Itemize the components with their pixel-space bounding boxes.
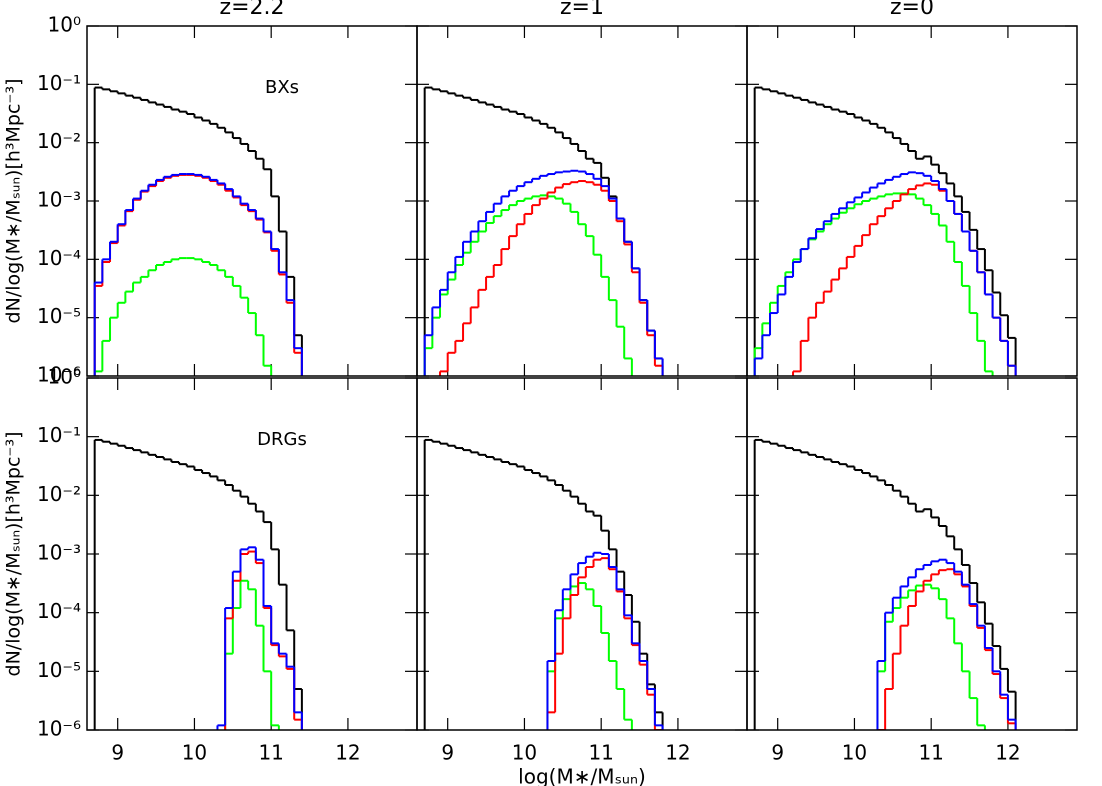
x-tick-label: 11: [918, 741, 943, 765]
y-tick-label: 10⁻¹: [37, 71, 81, 95]
panel-title: z=1: [560, 0, 604, 20]
y-axis-label: dN/log(M∗/Mₛᵤₙ)[h³Mpc⁻³]: [3, 432, 25, 677]
y-tick-label: 10⁻³: [37, 188, 81, 212]
step-riser: [423, 170, 664, 376]
x-tick-label: 10: [182, 741, 207, 765]
panel-frame: [746, 377, 1078, 731]
x-tick-label: 9: [111, 741, 124, 765]
step-riser: [753, 193, 994, 376]
panel-annotation: DRGs: [257, 429, 307, 450]
panel-annotation: BXs: [265, 77, 299, 98]
x-axis-label: log(M∗/Mₛᵤₙ): [518, 765, 646, 786]
y-tick-label: 10⁻⁶: [37, 363, 81, 387]
y-tick-label: 10⁻¹: [37, 423, 81, 447]
y-tick-label: 10⁰: [48, 13, 81, 37]
panel-frame: [86, 377, 418, 731]
step-riser: [546, 558, 656, 730]
step-riser: [792, 183, 1017, 376]
step-riser: [93, 174, 303, 376]
x-tick-label: 9: [441, 741, 454, 765]
panel-frame: [416, 377, 748, 731]
step-riser: [93, 439, 303, 730]
y-tick-label: 10⁻³: [37, 541, 81, 565]
step-riser: [423, 87, 664, 376]
panel-title: z=0: [890, 0, 934, 20]
y-tick-label: 10⁻²: [37, 482, 81, 506]
panel-frame: [86, 25, 418, 377]
step-riser: [439, 181, 664, 376]
step-riser: [884, 569, 1017, 730]
y-axis-label: dN/log(M∗/Mₛᵤₙ)[h³Mpc⁻³]: [3, 79, 25, 324]
y-tick-label: 10⁻⁵: [37, 304, 81, 328]
panel-title: z=2.2: [220, 0, 285, 20]
step-riser: [753, 87, 1017, 376]
x-tick-label: 12: [995, 741, 1020, 765]
x-tick-label: 11: [258, 741, 283, 765]
y-tick-label: 10⁻⁴: [37, 599, 81, 623]
x-tick-label: 10: [512, 741, 537, 765]
step-riser: [93, 87, 303, 376]
x-tick-label: 12: [335, 741, 360, 765]
x-tick-label: 9: [771, 741, 784, 765]
x-tick-label: 12: [665, 741, 690, 765]
step-riser: [546, 552, 664, 730]
step-riser: [546, 583, 633, 730]
step-riser: [423, 439, 664, 730]
step-riser: [753, 439, 1017, 730]
step-riser: [876, 559, 1017, 730]
y-tick-label: 10⁻⁵: [37, 658, 81, 682]
panel-frame: [746, 25, 1078, 377]
step-riser: [216, 547, 303, 730]
step-riser: [93, 258, 273, 376]
y-tick-label: 10⁻²: [37, 129, 81, 153]
y-tick-label: 10⁻⁶: [37, 717, 81, 741]
y-tick-label: 10⁻⁴: [37, 246, 81, 270]
step-riser: [93, 174, 303, 376]
x-tick-label: 10: [842, 741, 867, 765]
step-riser: [753, 172, 1017, 376]
y-tick-label: 10⁰: [48, 365, 81, 389]
x-tick-label: 11: [588, 741, 613, 765]
